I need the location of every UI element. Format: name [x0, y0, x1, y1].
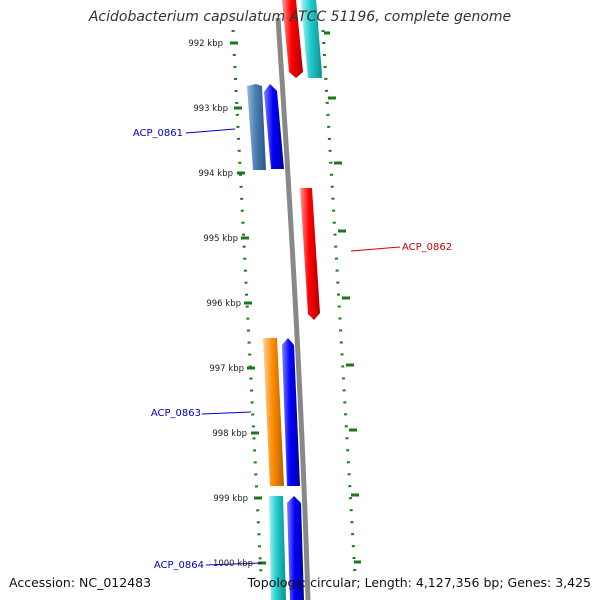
ruler-label-999: 999 kbp — [213, 494, 248, 504]
gene-acp-0863[interactable] — [282, 338, 300, 486]
map-title: Acidobacterium capsulatum ATCC 51196, co… — [88, 9, 512, 25]
ruler-label-993: 993 kbp — [193, 104, 228, 114]
accession-text: Accession: NC_012483 — [9, 575, 152, 590]
gene-blue-bottom[interactable] — [287, 496, 304, 600]
ruler-label-997: 997 kbp — [209, 364, 244, 374]
gene-acp-0861[interactable] — [264, 84, 284, 169]
leader-line-acp-0862 — [350, 246, 401, 252]
gene-acp-0862[interactable] — [300, 188, 320, 320]
gene-label-acp-0862[interactable]: ACP_0862 — [402, 242, 452, 253]
ruler-label-994: 994 kbp — [198, 169, 233, 179]
ruler-label-995: 995 kbp — [203, 234, 238, 244]
genome-backbone — [275, 17, 311, 600]
ruler-label-996: 996 kbp — [206, 299, 241, 309]
gene-acp-0864-cyan[interactable] — [269, 496, 286, 600]
outer-dotted-ring — [321, 29, 357, 576]
gene-cyan-top-body — [301, 0, 322, 78]
leader-line-acp-0863 — [201, 411, 252, 415]
genome-summary-text: Topology: circular; Length: 4,127,356 bp… — [247, 575, 591, 590]
gene-orange[interactable] — [263, 338, 284, 486]
gene-red-top[interactable] — [282, 0, 303, 78]
ruler-ticks — [230, 31, 361, 565]
leader-line-acp-0861 — [185, 128, 236, 134]
ruler-label-998: 998 kbp — [212, 429, 247, 439]
gene-label-acp-0863[interactable]: ACP_0863 — [151, 408, 201, 419]
ruler-label-1000: 1000 kbp — [213, 559, 253, 569]
gene-steelblue[interactable] — [247, 84, 266, 170]
gene-label-acp-0861[interactable]: ACP_0861 — [133, 128, 183, 139]
leader-line-acp-0864 — [205, 562, 263, 566]
gene-label-acp-0864[interactable]: ACP_0864 — [154, 560, 204, 571]
ruler-label-992: 992 kbp — [188, 39, 223, 49]
